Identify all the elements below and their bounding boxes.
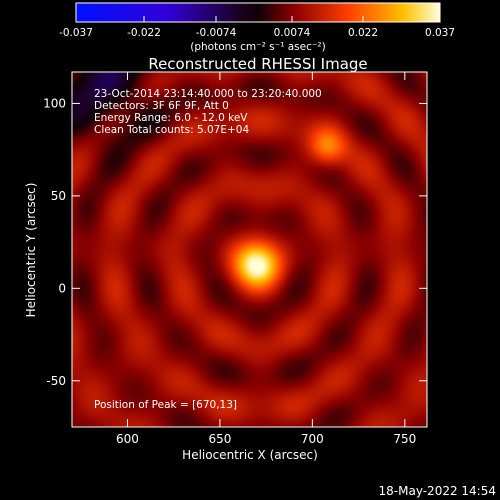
footer-timestamp: 18-May-2022 14:54 bbox=[378, 484, 496, 498]
info-line-energy: Energy Range: 6.0 - 12.0 keV bbox=[94, 112, 248, 124]
y-axis-label: Heliocentric Y (arcsec) bbox=[24, 183, 38, 318]
info-line-time: 23-Oct-2014 23:14:40.000 to 23:20:40.000 bbox=[94, 88, 322, 100]
y-tick-label: 100 bbox=[43, 96, 66, 110]
info-line-clean: Clean Total counts: 5.07E+04 bbox=[94, 124, 249, 136]
x-axis-label: Heliocentric X (arcsec) bbox=[182, 448, 318, 462]
peak-position-label: Position of Peak = [670,13] bbox=[94, 399, 237, 411]
colorbar-ticks: -0.037 -0.022 -0.0074 0.0074 0.022 0.037 bbox=[59, 16, 455, 39]
colorbar-tick-label: 0.037 bbox=[425, 27, 455, 39]
x-tick-label: 650 bbox=[208, 432, 231, 446]
colorbar-tick-label: 0.0074 bbox=[274, 27, 311, 39]
y-tick-label: 0 bbox=[58, 281, 66, 295]
x-tick-label: 600 bbox=[116, 432, 139, 446]
info-line-detectors: Detectors: 3F 6F 9F, Att 0 bbox=[94, 100, 229, 112]
y-tick-label: -50 bbox=[46, 374, 66, 388]
colorbar-tick-label: -0.0074 bbox=[196, 27, 237, 39]
x-tick-label: 750 bbox=[393, 432, 416, 446]
plot-frame bbox=[71, 71, 428, 428]
axes-ticks: 600 650 700 750 -50 0 50 100 bbox=[43, 72, 427, 446]
heatmap-image bbox=[72, 72, 427, 427]
x-tick-label: 700 bbox=[301, 432, 324, 446]
chart-title: Reconstructed RHESSI Image bbox=[148, 55, 367, 73]
y-tick-label: 50 bbox=[51, 189, 66, 203]
colorbar-tick-label: -0.022 bbox=[127, 27, 161, 39]
colorbar-unit-label: (photons cm⁻² s⁻¹ asec⁻²) bbox=[190, 41, 325, 53]
colorbar-tick-label: -0.037 bbox=[59, 27, 93, 39]
colorbar bbox=[75, 2, 441, 23]
colorbar-tick-label: 0.022 bbox=[348, 27, 378, 39]
